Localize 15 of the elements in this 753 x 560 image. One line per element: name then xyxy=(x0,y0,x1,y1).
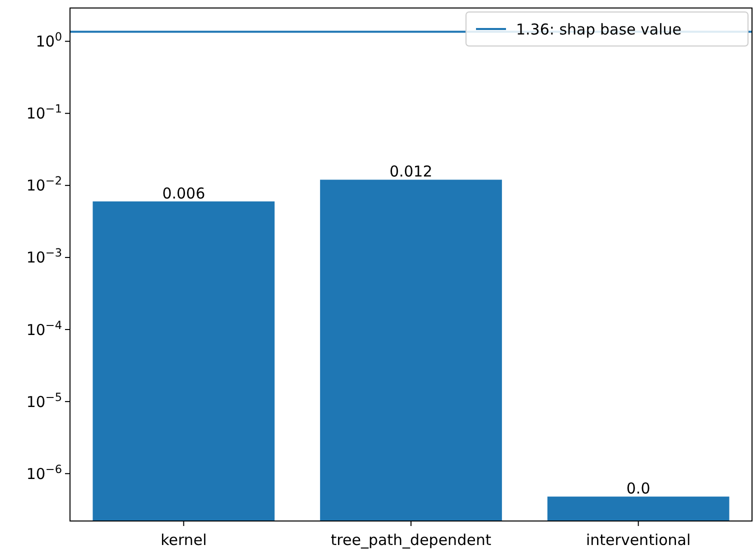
ref-line-label: 1.36: shap base value xyxy=(516,20,682,38)
y-tick-label: 10$^{0}$ xyxy=(36,30,62,51)
y-tick-label: 10$^{−2}$ xyxy=(26,174,62,195)
x-tick-label: tree_path_dependent xyxy=(330,531,492,549)
x-tick-label: kernel xyxy=(160,531,207,549)
y-tick-label: 10$^{−3}$ xyxy=(26,246,62,267)
data-label: 0.006 xyxy=(162,184,206,202)
y-tick-label: 10$^{−4}$ xyxy=(26,318,62,339)
data-label: 0.0 xyxy=(626,480,650,498)
y-tick-label: 10$^{−1}$ xyxy=(26,102,62,123)
data-label: 0.012 xyxy=(390,162,432,181)
y-tick-label: 10$^{−6}$ xyxy=(26,462,62,483)
x-tick-label: interventional xyxy=(586,531,691,549)
y-tick-label: 10$^{−5}$ xyxy=(26,390,62,411)
legend: 1.36: shap base value xyxy=(466,12,748,46)
